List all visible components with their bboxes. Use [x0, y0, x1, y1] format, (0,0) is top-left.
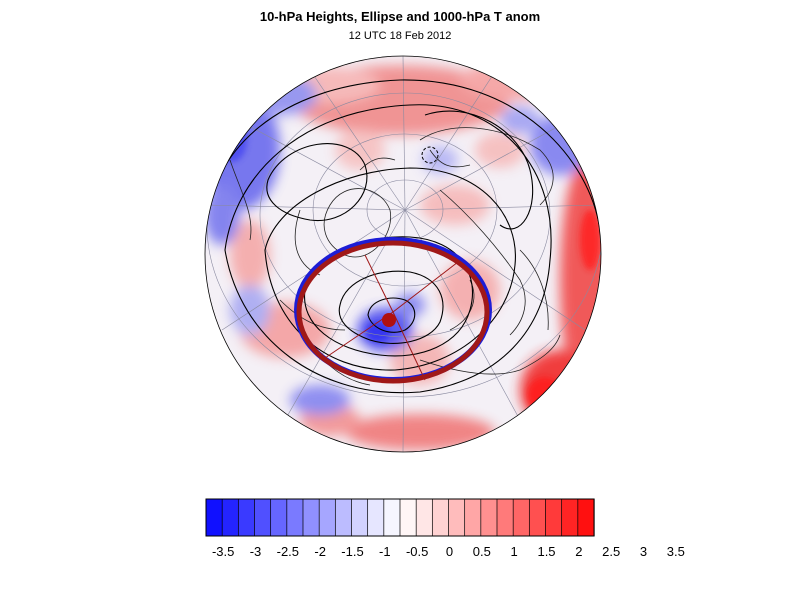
colorbar-swatch [254, 498, 272, 537]
globe-outline [204, 55, 602, 453]
colorbar-swatch [334, 498, 353, 537]
colorbar-swatch [512, 498, 530, 537]
colorbar-tick-label: 3.5 [666, 544, 685, 559]
height-contours [205, 79, 601, 394]
colorbar-swatch [480, 498, 498, 537]
colorbar-tick-label: 1.5 [537, 544, 556, 559]
colorbar-tick-label: -1.5 [341, 544, 364, 559]
colorbar-swatch [528, 498, 547, 537]
colorbar-swatch [448, 498, 466, 537]
colorbar-swatch [496, 498, 514, 537]
dashed-contour [421, 146, 439, 164]
colorbar-swatch [464, 498, 482, 537]
colorbar-swatch [545, 498, 563, 537]
vortex-centroid [382, 313, 396, 327]
colorbar-swatch [318, 498, 336, 537]
colorbar-swatch [367, 498, 385, 537]
colorbar-tick-label: 0.5 [472, 544, 491, 559]
chart-subtitle: 12 UTC 18 Feb 2012 [348, 30, 452, 42]
colorbar-swatch [415, 498, 433, 537]
colorbar-tick-label: -0.5 [405, 544, 429, 559]
colorbar-swatch [431, 498, 450, 537]
colorbar-tick-label: 3 [639, 544, 648, 559]
colorbar-swatch [399, 498, 417, 537]
colorbar-tick-label: -3 [249, 544, 262, 559]
colorbar-swatch [270, 498, 288, 537]
colorbar-tick-label: -2 [314, 544, 326, 559]
colorbar-tick-label: 1 [510, 544, 518, 559]
colorbar-tick-label: -1 [379, 544, 391, 559]
colorbar-swatch [561, 498, 579, 537]
colorbar-swatch [302, 498, 320, 537]
colorbar-swatch [577, 498, 595, 537]
colorbar-swatch [383, 498, 401, 537]
colorbar-swatch [237, 498, 256, 537]
colorbar-tick-label: 0 [445, 544, 454, 559]
colorbar-swatch [205, 498, 223, 537]
colorbar-tick-label: -2.5 [276, 544, 300, 559]
colorbar-swatch [286, 498, 304, 537]
colorbar-swatch [351, 498, 369, 537]
colorbar-frame [205, 498, 595, 537]
colorbar-tick-label: -3.5 [211, 544, 235, 559]
colorbar-tick-label: 2.5 [602, 544, 621, 559]
colorbar-swatch [221, 498, 239, 537]
colorbar-tick-label: 2 [575, 544, 583, 559]
chart-title: 10-hPa Heights, Ellipse and 1000-hPa T a… [259, 9, 541, 24]
vortex-ellipse [294, 237, 492, 384]
